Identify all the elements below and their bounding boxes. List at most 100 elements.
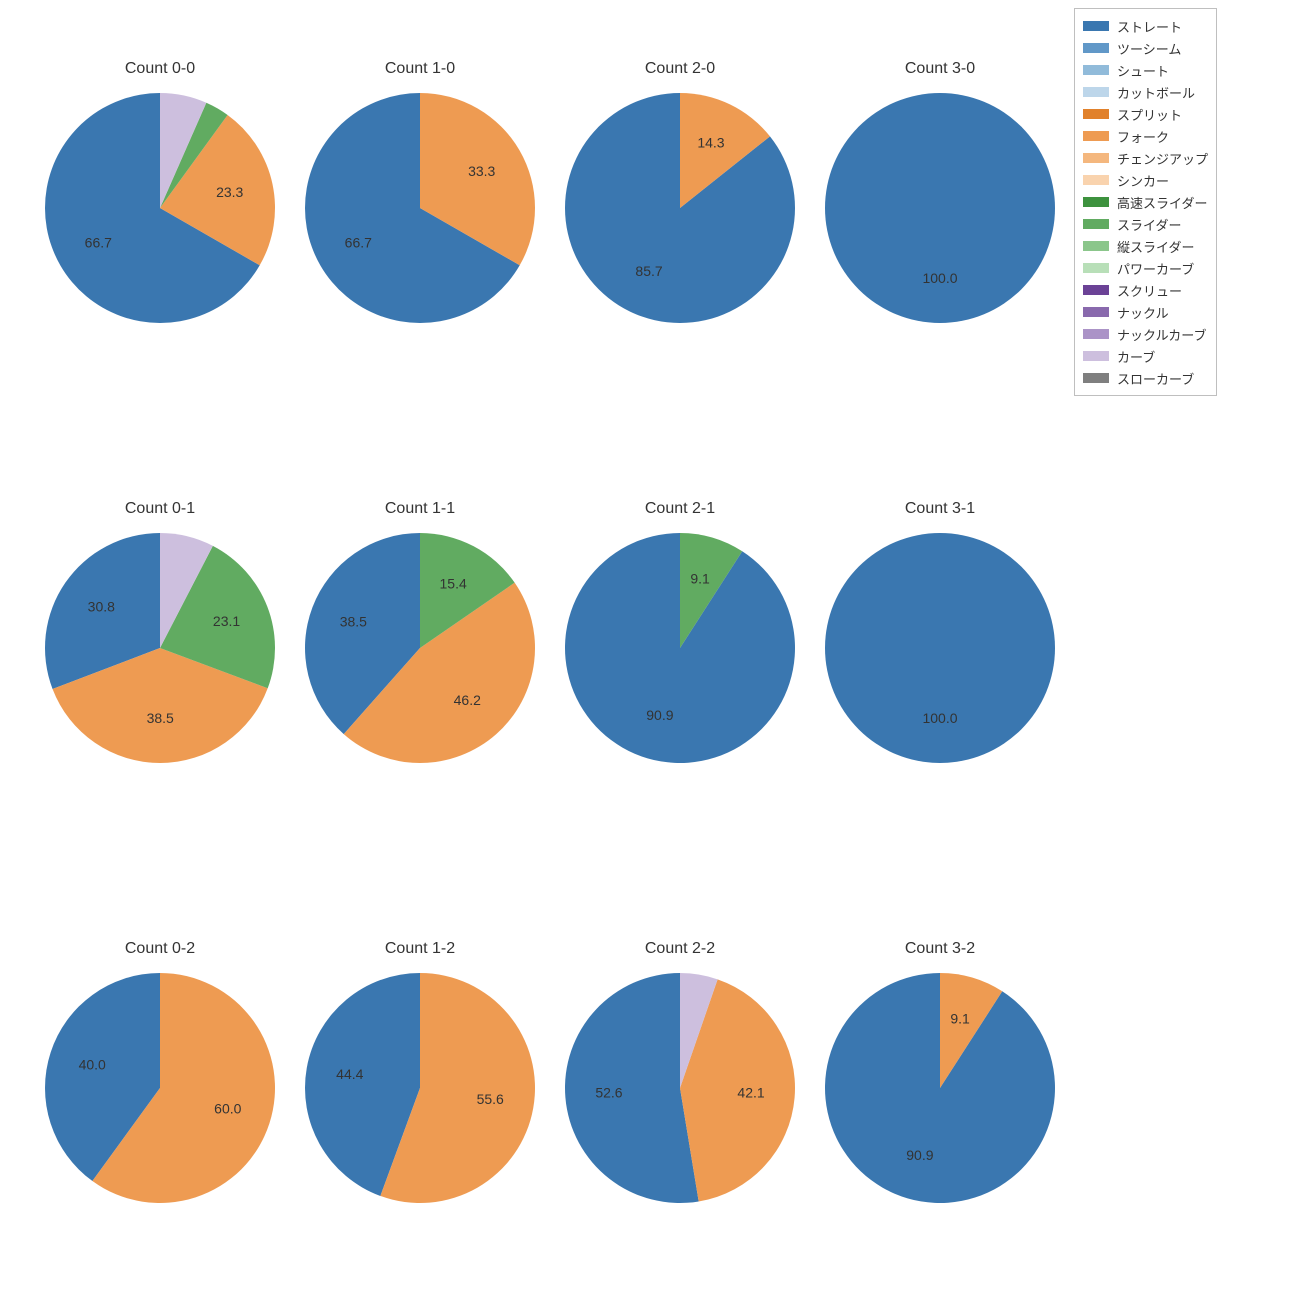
chart-count-1-2: Count 1-2 44.4 55.6 [300, 940, 540, 1208]
legend-label: シンカー [1117, 171, 1169, 190]
legend-row: ツーシーム [1083, 37, 1208, 59]
legend-swatch [1083, 307, 1109, 317]
legend-row: シンカー [1083, 169, 1208, 191]
legend-row: カットボール [1083, 81, 1208, 103]
pie-slice-label: 66.7 [345, 234, 372, 250]
pie-slice-label: 66.7 [85, 234, 112, 250]
legend-label: ナックル [1117, 303, 1169, 322]
pie-slice-label: 55.6 [477, 1091, 504, 1107]
chart-grid: Count 0-066.723.3Count 1-066.733.3Count … [0, 0, 1300, 1300]
pie-slice-label: 44.4 [336, 1066, 363, 1082]
legend-row: ナックルカーブ [1083, 323, 1208, 345]
pie-slice-label: 33.3 [468, 163, 495, 179]
pie-slice-label: 9.1 [690, 570, 710, 586]
pie-count-0-0: 66.7 23.3 [40, 88, 280, 328]
chart-count-3-2: Count 3-2 90.99.1 [820, 940, 1060, 1208]
pie-slice-label: 90.9 [906, 1147, 933, 1163]
chart-count-2-0: Count 2-0 85.7 14.3 [560, 60, 800, 328]
chart-count-2-1: Count 2-1 90.9 9.1 [560, 500, 800, 768]
pie-slice-label: 90.9 [646, 707, 673, 723]
legend-row: 高速スライダー [1083, 191, 1208, 213]
legend: ストレートツーシームシュートカットボールスプリットフォークチェンジアップシンカー… [1074, 8, 1217, 396]
pie-count-1-2: 44.4 55.6 [300, 968, 540, 1208]
chart-title: Count 0-0 [40, 60, 280, 78]
legend-row: パワーカーブ [1083, 257, 1208, 279]
chart-count-0-2: Count 0-2 40.060.0 [40, 940, 280, 1208]
legend-swatch [1083, 87, 1109, 97]
legend-swatch [1083, 21, 1109, 31]
legend-label: 高速スライダー [1117, 193, 1207, 212]
pie-slice-label: 38.5 [147, 710, 174, 726]
pie-count-3-2: 90.99.1 [820, 968, 1060, 1208]
legend-label: 縦スライダー [1117, 237, 1194, 256]
pie-slice-label: 46.2 [454, 692, 481, 708]
chart-title: Count 1-2 [300, 940, 540, 958]
chart-title: Count 3-0 [820, 60, 1060, 78]
legend-swatch [1083, 109, 1109, 119]
pie-count-0-1: 30.838.523.1 [40, 528, 280, 768]
chart-title: Count 3-1 [820, 500, 1060, 518]
pie-slice-label: 100.0 [922, 710, 957, 726]
legend-swatch [1083, 263, 1109, 273]
legend-swatch [1083, 197, 1109, 207]
legend-swatch [1083, 153, 1109, 163]
legend-row: スローカーブ [1083, 367, 1208, 389]
legend-swatch [1083, 65, 1109, 75]
pie-count-2-1: 90.9 9.1 [560, 528, 800, 768]
legend-label: ストレート [1117, 17, 1182, 36]
legend-label: ツーシーム [1117, 39, 1181, 58]
pie-slice-label: 42.1 [737, 1085, 764, 1101]
pie-slice-label: 60.0 [214, 1101, 241, 1117]
legend-row: スクリュー [1083, 279, 1208, 301]
chart-title: Count 1-1 [300, 500, 540, 518]
chart-title: Count 2-2 [560, 940, 800, 958]
chart-count-0-0: Count 0-0 66.7 23.3 [40, 60, 280, 328]
legend-label: シュート [1117, 61, 1169, 80]
chart-count-1-0: Count 1-0 66.7 33.3 [300, 60, 540, 328]
pie-count-1-1: 38.5 46.2 15.4 [300, 528, 540, 768]
legend-label: フォーク [1117, 127, 1169, 146]
pie-slice [565, 973, 699, 1203]
pie-count-1-0: 66.7 33.3 [300, 88, 540, 328]
legend-label: パワーカーブ [1117, 259, 1194, 278]
legend-label: ナックルカーブ [1117, 325, 1206, 344]
legend-label: スローカーブ [1117, 369, 1194, 388]
legend-label: スライダー [1117, 215, 1181, 234]
legend-row: シュート [1083, 59, 1208, 81]
pie-slice-label: 85.7 [635, 263, 662, 279]
legend-row: スライダー [1083, 213, 1208, 235]
pie-slice-label: 15.4 [440, 576, 467, 592]
pie-slice-label: 23.3 [216, 184, 243, 200]
legend-row: ナックル [1083, 301, 1208, 323]
chart-count-1-1: Count 1-1 38.5 46.2 15.4 [300, 500, 540, 768]
pie-slice-label: 30.8 [88, 598, 115, 614]
chart-title: Count 1-0 [300, 60, 540, 78]
pie-count-0-2: 40.060.0 [40, 968, 280, 1208]
legend-row: チェンジアップ [1083, 147, 1208, 169]
legend-swatch [1083, 241, 1109, 251]
legend-row: ストレート [1083, 15, 1208, 37]
chart-count-3-1: Count 3-1 100.0 [820, 500, 1060, 768]
chart-count-2-2: Count 2-2 52.642.1 [560, 940, 800, 1208]
pie-count-3-0: 100.0 [820, 88, 1060, 328]
legend-swatch [1083, 329, 1109, 339]
pie-slice [825, 93, 1055, 323]
pie-count-2-2: 52.642.1 [560, 968, 800, 1208]
legend-row: フォーク [1083, 125, 1208, 147]
chart-count-3-0: Count 3-0 100.0 [820, 60, 1060, 328]
legend-swatch [1083, 285, 1109, 295]
pie-slice-label: 14.3 [697, 134, 724, 150]
legend-label: スプリット [1117, 105, 1182, 124]
chart-count-0-1: Count 0-130.838.523.1 [40, 500, 280, 768]
legend-swatch [1083, 351, 1109, 361]
pie-slice-label: 100.0 [922, 270, 957, 286]
legend-swatch [1083, 219, 1109, 229]
chart-title: Count 0-2 [40, 940, 280, 958]
chart-title: Count 3-2 [820, 940, 1060, 958]
legend-row: 縦スライダー [1083, 235, 1208, 257]
legend-swatch [1083, 373, 1109, 383]
chart-title: Count 2-0 [560, 60, 800, 78]
legend-row: スプリット [1083, 103, 1208, 125]
chart-title: Count 2-1 [560, 500, 800, 518]
pie-slice-label: 38.5 [340, 613, 367, 629]
